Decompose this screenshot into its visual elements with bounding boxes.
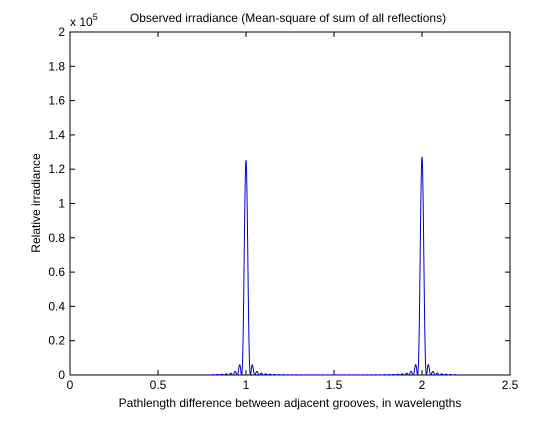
x-axis-ticks: 0 0.5 1 1.5 2 2.5 bbox=[67, 32, 519, 392]
x-axis-label: Pathlength difference between adjacent g… bbox=[119, 396, 462, 410]
y-tick-label: 2 bbox=[58, 25, 65, 39]
y-tick-label: 1 bbox=[58, 197, 65, 211]
x-tick-label: 2.5 bbox=[502, 378, 519, 392]
x-tick-label: 0.5 bbox=[150, 378, 167, 392]
y-multiplier-exponent: 5 bbox=[93, 12, 98, 22]
y-tick-label: 0.6 bbox=[48, 265, 65, 279]
irradiance-line bbox=[210, 156, 458, 376]
y-axis-ticks: 0 0.2 0.4 0.6 0.8 1 1.2 1.4 1.6 1.8 2 bbox=[48, 25, 510, 382]
x-tick-label: 2 bbox=[419, 378, 426, 392]
y-tick-label: 1.2 bbox=[48, 162, 65, 176]
chart-title: Observed irradiance (Mean-square of sum … bbox=[130, 11, 446, 25]
plot-area bbox=[69, 31, 511, 376]
y-axis-label: Relative irradiance bbox=[29, 153, 43, 253]
y-tick-label: 0.4 bbox=[48, 299, 65, 313]
y-multiplier: x 105 bbox=[70, 12, 98, 29]
x-tick-label: 1 bbox=[243, 378, 250, 392]
y-tick-label: 1.6 bbox=[48, 94, 65, 108]
y-tick-label: 1.8 bbox=[48, 59, 65, 73]
series-group bbox=[210, 156, 458, 376]
x-tick-label: 1.5 bbox=[326, 378, 343, 392]
y-tick-label: 0 bbox=[58, 368, 65, 382]
y-multiplier-base: x 10 bbox=[70, 15, 93, 29]
y-tick-label: 0.8 bbox=[48, 231, 65, 245]
y-tick-label: 0.2 bbox=[48, 334, 65, 348]
x-tick-label: 0 bbox=[67, 378, 74, 392]
y-tick-label: 1.4 bbox=[48, 128, 65, 142]
